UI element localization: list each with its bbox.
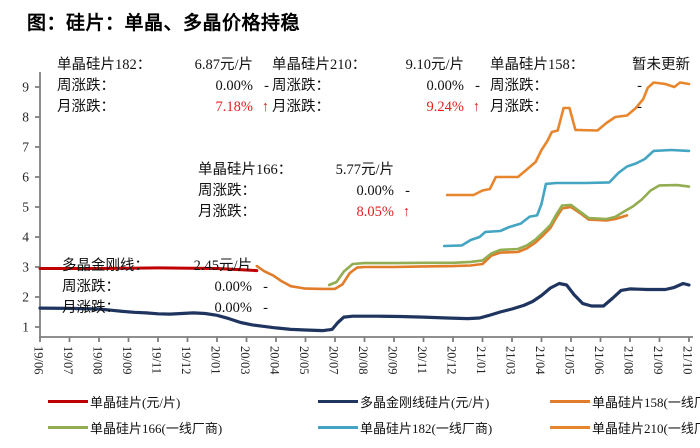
annotation-label: 月涨跌： <box>198 204 256 220</box>
page-title: 图：硅片：单晶、多晶价格持稳 <box>27 13 301 34</box>
svg-text:20/01: 20/01 <box>209 346 223 374</box>
legend-label: 单晶硅片(元/片) <box>90 395 181 410</box>
legend-item-mono: 单晶硅片(元/片) <box>48 392 318 411</box>
svg-text:21/04: 21/04 <box>533 346 547 375</box>
up-arrow-icon: ↑ <box>261 99 269 115</box>
svg-text:20/03: 20/03 <box>238 346 252 374</box>
annotation-value: - <box>637 99 642 115</box>
legend-item-multi-diamond: 多晶金刚线硅片(元/片) <box>318 392 550 411</box>
up-arrow-icon: ↑ <box>472 99 480 115</box>
annotation-value: 8.05% <box>356 204 394 220</box>
legend-item-mono-158: 单晶硅片158(一线厂商) <box>550 392 700 411</box>
annotation-value: 5.77元/片 <box>335 162 394 178</box>
svg-text:20/07: 20/07 <box>327 346 341 374</box>
annotation-suffix: - <box>405 183 410 199</box>
svg-text:21/08: 21/08 <box>622 346 636 374</box>
svg-text:20/09: 20/09 <box>386 346 400 374</box>
svg-text:21/10: 21/10 <box>681 346 695 374</box>
annotation-suffix: - <box>475 78 480 94</box>
annotation-label: 单晶硅片182： <box>57 57 152 73</box>
svg-text:20/12: 20/12 <box>445 346 459 374</box>
annotation-mono-166: 单晶硅片166： 5.77元/片 周涨跌： 0.00% - 月涨跌： 8.05% ↑ <box>198 160 410 223</box>
annotation-label: 周涨跌： <box>62 279 120 295</box>
annotation-value: 9.24% <box>426 99 464 115</box>
annotation-value: 0.00% <box>214 300 252 316</box>
svg-text:19/08: 19/08 <box>91 346 105 374</box>
annotation-label: 单晶硅片166： <box>198 162 293 178</box>
legend-line-swatch <box>550 426 590 429</box>
annotation-suffix: - <box>264 78 269 94</box>
annotation-value: 6.87元/片 <box>194 57 253 73</box>
svg-text:19/06: 19/06 <box>32 346 46 374</box>
svg-text:19/12: 19/12 <box>179 346 193 374</box>
annotation-value: - <box>637 78 642 94</box>
annotation-mono-158: 单晶硅片158： 暂未更新 周涨跌： - 月涨跌： - <box>490 55 690 118</box>
annotation-label: 月涨跌： <box>62 300 120 316</box>
annotation-label: 周涨跌： <box>57 78 115 94</box>
svg-text:8: 8 <box>22 110 29 125</box>
svg-text:2: 2 <box>22 290 29 305</box>
svg-text:7: 7 <box>22 140 29 155</box>
annotation-multi-diamond: 多晶金刚线： 2.45元/片 周涨跌： 0.00% - 月涨跌： 0.00% - <box>62 256 268 319</box>
svg-text:19/07: 19/07 <box>61 346 75 374</box>
legend-item-mono-182: 单晶硅片182(一线厂商) <box>318 418 550 437</box>
chart-legend: 单晶硅片(元/片) 多晶金刚线硅片(元/片) 单晶硅片158(一线厂商) 单晶硅… <box>48 392 700 437</box>
annotation-suffix: - <box>263 279 268 295</box>
annotation-label: 周涨跌： <box>272 78 330 94</box>
annotation-label: 单晶硅片158： <box>490 57 585 73</box>
svg-text:20/11: 20/11 <box>415 346 429 374</box>
annotation-value: 7.18% <box>215 99 253 115</box>
annotation-value: 0.00% <box>214 279 252 295</box>
annotation-label: 月涨跌： <box>57 99 115 115</box>
legend-line-swatch <box>550 400 590 403</box>
legend-label: 多晶金刚线硅片(元/片) <box>360 395 490 410</box>
annotation-label: 单晶硅片210： <box>272 57 367 73</box>
annotation-suffix: - <box>263 300 268 316</box>
legend-label: 单晶硅片210(一线厂商) <box>592 421 700 436</box>
legend-line-swatch <box>318 400 358 403</box>
svg-text:20/05: 20/05 <box>297 346 311 374</box>
legend-line-swatch <box>318 426 358 429</box>
svg-text:20/08: 20/08 <box>356 346 370 374</box>
svg-text:19/11: 19/11 <box>150 346 164 374</box>
svg-text:21/09: 21/09 <box>651 346 665 374</box>
annotation-label: 月涨跌： <box>272 99 330 115</box>
legend-label: 单晶硅片166(一线厂商) <box>90 421 223 436</box>
svg-text:4: 4 <box>22 230 29 245</box>
svg-text:21/06: 21/06 <box>592 346 606 374</box>
annotation-label: 月涨跌： <box>490 99 548 115</box>
annotation-mono-182: 单晶硅片182： 6.87元/片 周涨跌： 0.00% - 月涨跌： 7.18% ↑ <box>57 55 269 118</box>
annotation-mono-210: 单晶硅片210： 9.10元/片 周涨跌： 0.00% - 月涨跌： 9.24% ↑ <box>272 55 480 118</box>
up-arrow-icon: ↑ <box>402 204 410 220</box>
legend-item-mono-166: 单晶硅片166(一线厂商) <box>48 418 318 437</box>
svg-text:21/03: 21/03 <box>504 346 518 374</box>
annotation-value: 0.00% <box>215 78 253 94</box>
svg-text:6: 6 <box>22 170 29 185</box>
svg-text:1: 1 <box>22 320 29 335</box>
legend-line-swatch <box>48 426 88 429</box>
annotation-value: 9.10元/片 <box>405 57 464 73</box>
annotation-label: 周涨跌： <box>490 78 548 94</box>
annotation-label: 多晶金刚线： <box>62 258 149 274</box>
legend-label: 单晶硅片182(一线厂商) <box>360 421 493 436</box>
annotation-label: 周涨跌： <box>198 183 256 199</box>
svg-text:9: 9 <box>22 80 29 95</box>
svg-text:20/04: 20/04 <box>268 346 282 375</box>
annotation-value: 暂未更新 <box>632 57 690 73</box>
svg-text:21/01: 21/01 <box>474 346 488 374</box>
svg-text:21/05: 21/05 <box>563 346 577 374</box>
annotation-value: 0.00% <box>356 183 394 199</box>
legend-label: 单晶硅片158(一线厂商) <box>592 395 700 410</box>
annotation-value: 0.00% <box>426 78 464 94</box>
svg-text:5: 5 <box>22 200 29 215</box>
legend-item-mono-210: 单晶硅片210(一线厂商) <box>550 418 700 437</box>
svg-text:19/09: 19/09 <box>120 346 134 374</box>
legend-line-swatch <box>48 400 88 403</box>
annotation-value: 2.45元/片 <box>193 258 252 274</box>
svg-text:3: 3 <box>22 260 29 275</box>
